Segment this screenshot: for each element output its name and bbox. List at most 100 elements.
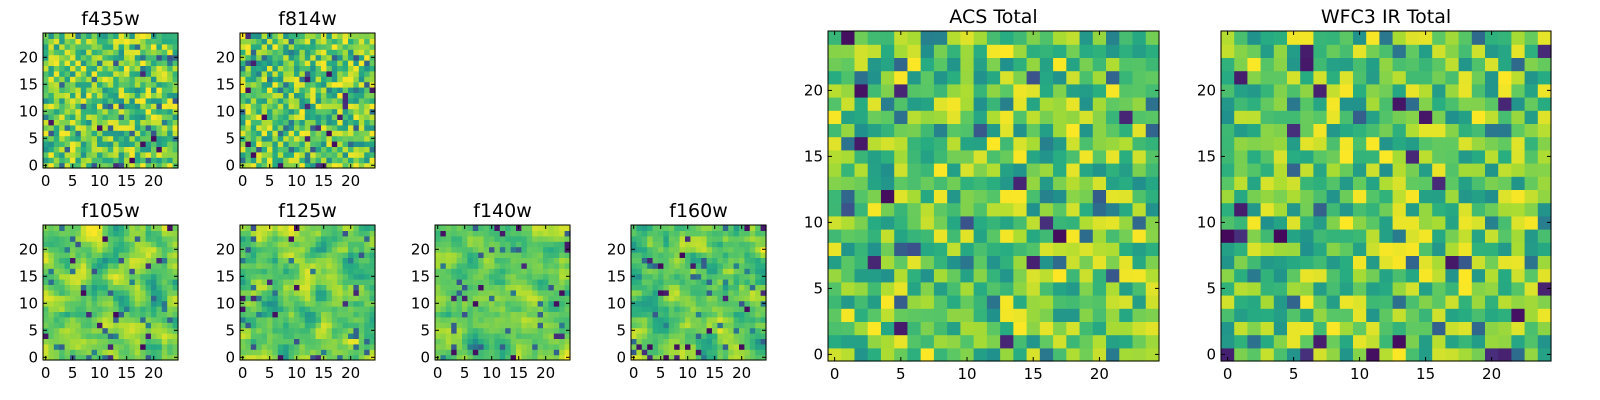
heatmap-cell [701,295,708,302]
heatmap-cell [129,92,136,99]
heatmap-cell [70,157,76,164]
heatmap-cell [478,257,485,264]
heatmap-cell [760,306,767,312]
heatmap-cell [267,246,273,253]
heatmap-cell [277,343,284,350]
heatmap-cell [151,306,157,312]
heatmap-cell [256,246,263,253]
heatmap-cell [695,241,702,248]
heatmap-cell [1498,215,1512,230]
heatmap-cell [102,76,109,83]
heatmap-cell [1079,31,1094,45]
heatmap-cell [124,327,130,334]
heatmap-cell [652,262,659,269]
heatmap-cell [679,257,686,264]
heatmap-cell [1432,281,1446,296]
heatmap-cell [134,338,141,345]
heatmap-cell [250,87,257,93]
heatmap-cell [960,31,975,45]
heatmap-cell [733,273,740,280]
heatmap-cell [80,306,87,312]
heatmap-cell [48,130,55,137]
heatmap-cell [43,230,49,237]
heatmap-cell [86,241,93,248]
heatmap-cell [261,97,268,104]
heatmap-cell [272,157,279,164]
heatmap-cell [342,333,349,339]
heatmap-cell [256,151,263,158]
heatmap-cell [118,87,125,93]
heatmap-cell [960,255,975,270]
heatmap-cell [140,146,147,153]
heatmap-cell [739,300,745,307]
heatmap-cell [288,235,295,242]
x-tick-label: 10 [287,364,306,382]
heatmap-cell [348,333,354,339]
heatmap-cell [636,306,643,312]
heatmap-cell [1013,163,1028,177]
heatmap-cell [559,262,566,269]
heatmap-cell [151,322,157,329]
heatmap-cell [652,257,659,264]
heatmap-cell [299,151,306,158]
heatmap-cell [358,81,365,88]
heatmap-cell [894,347,909,362]
heatmap-cell [272,103,279,110]
heatmap-cell [867,136,882,151]
heatmap-cell [48,151,55,158]
heatmap-cell [489,257,495,264]
heatmap-cell [641,311,648,318]
heatmap-cell [358,124,365,131]
heatmap-cell [986,110,1001,124]
heatmap-cell [161,43,168,50]
heatmap-cell [43,289,49,296]
heatmap-cell [113,225,120,231]
heatmap-cell [1537,202,1552,217]
heatmap-cell [331,81,338,88]
heatmap-cell [304,338,311,345]
heatmap-cell [1498,347,1512,362]
heatmap-cell [256,108,263,115]
heatmap-cell [1119,70,1134,85]
heatmap-cell [631,295,637,302]
heatmap-cell [440,241,447,248]
heatmap-cell [267,103,273,110]
heatmap-cell [690,300,697,307]
heatmap-cell [53,108,60,115]
heatmap-cell [315,103,322,110]
heatmap-cell [526,279,533,285]
heatmap-cell [636,268,643,275]
heatmap-cell [505,241,512,248]
heatmap-cell [543,338,549,345]
heatmap-cell [1145,123,1160,138]
heatmap-cell [80,119,87,126]
heatmap-cell [1247,215,1262,230]
heatmap-cell [1287,268,1301,283]
heatmap-cell [331,43,338,50]
heatmap-cell [510,284,517,291]
heatmap-cell [1079,44,1094,58]
heatmap-cell [107,43,114,50]
heatmap-cell [760,279,767,285]
heatmap-cell [337,70,344,77]
heatmap-cell [467,257,474,264]
heatmap-cell [548,241,555,248]
heatmap-cell [358,33,365,39]
heatmap-cell [1000,176,1014,190]
heatmap-cell [1498,163,1512,177]
heatmap-cell [521,268,528,275]
heatmap-cell [543,349,549,356]
heatmap-cell [631,279,637,285]
heatmap-cell [760,295,767,302]
heatmap-cell [548,333,555,339]
heatmap-cell [658,316,664,323]
heatmap-cell [304,60,311,66]
heatmap-cell [867,281,882,296]
heatmap-cell [973,334,988,349]
heatmap-cell [342,338,349,345]
heatmap-cell [124,108,130,115]
heatmap-cell [854,268,869,283]
heatmap-cell [894,163,909,177]
heatmap-cell [358,119,365,126]
heatmap-cell [854,347,869,362]
